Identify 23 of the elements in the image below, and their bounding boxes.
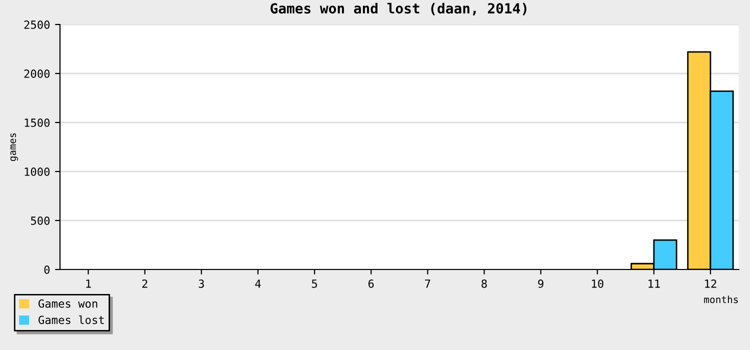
legend-label: Games lost (38, 315, 104, 324)
x-tick-label: 3 (198, 279, 204, 288)
x-tick-label: 8 (482, 279, 487, 288)
chart-title: Games won and lost (daan, 2014) (270, 2, 526, 16)
x-tick-label: 5 (312, 280, 317, 288)
legend-label: Games won (38, 299, 98, 308)
y-tick-label: 2500 (24, 20, 50, 29)
x-tick-label: 1 (86, 280, 91, 288)
y-tick-label: 0 (44, 266, 50, 274)
y-tick-label: 2000 (24, 70, 50, 78)
x-tick-label: 10 (592, 279, 604, 288)
x-tick-label: 4 (255, 280, 261, 288)
x-tick-label: 9 (538, 279, 544, 288)
x-tick-label: 7 (425, 280, 430, 288)
x-tick-label: 11 (648, 280, 660, 288)
y-axis-title: games (10, 133, 18, 162)
x-axis-title: months (704, 296, 738, 304)
x-tick-label: 6 (368, 279, 374, 288)
y-tick-label: 1500 (24, 118, 50, 127)
x-tick-label: 12 (705, 279, 716, 288)
y-tick-label: 1000 (24, 168, 50, 176)
x-tick-label: 2 (142, 279, 148, 288)
y-tick-label: 500 (30, 216, 50, 225)
